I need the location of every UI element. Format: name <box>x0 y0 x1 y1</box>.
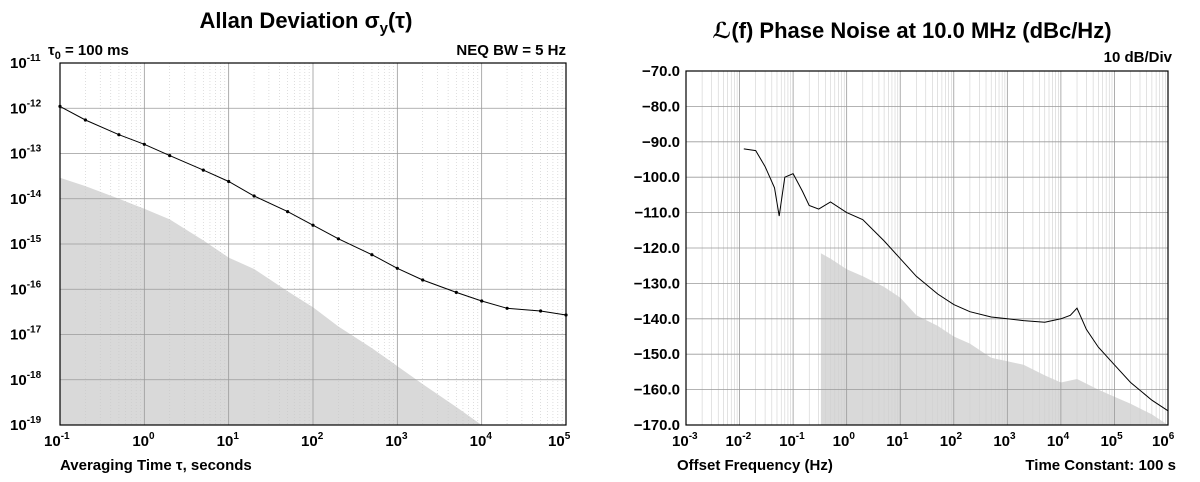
pn-y-tick-label: −120.0 <box>634 240 680 257</box>
adev-data-point <box>83 118 87 122</box>
adev-data-point <box>564 313 568 317</box>
adev-y-tick-label: 10-19 <box>10 415 42 434</box>
adev-xlabel: Averaging Time τ, seconds <box>60 457 252 474</box>
pn-y-tick-label: −100.0 <box>634 169 680 186</box>
pn-y-tick-label: −140.0 <box>634 311 680 328</box>
adev-data-point <box>58 104 62 108</box>
pn-xlabel: Offset Frequency (Hz) <box>677 457 833 474</box>
adev-y-tick-label: 10-11 <box>10 53 41 72</box>
adev-bw-annotation: NEQ BW = 5 Hz <box>456 42 566 59</box>
adev-data-point <box>505 306 509 310</box>
adev-y-tick-label: 10-17 <box>10 325 42 344</box>
pn-y-tick-label: −150.0 <box>634 346 680 363</box>
phase-noise-plot: −70.0 −80.0 −90.0 −100.0 −110.0 −120.0 −130.0 −… <box>634 63 1175 450</box>
adev-data-point <box>168 154 172 158</box>
pn-x-tick-label: 105 <box>1100 431 1123 450</box>
adev-data-point <box>142 142 146 146</box>
pn-x-tick-label: 100 <box>833 431 856 450</box>
pn-plot-frame <box>685 70 1169 426</box>
pn-y-tick-label: −70.0 <box>642 63 680 80</box>
pn-title: ℒ(f) Phase Noise at 10.0 MHz (dBc/Hz) <box>712 18 1111 43</box>
adev-title: Allan Deviation σy(τ) <box>200 8 413 37</box>
adev-x-tick-label: 104 <box>470 431 493 450</box>
pn-series-line <box>743 148 1169 412</box>
adev-data-point <box>395 266 399 270</box>
adev-data-point <box>252 194 256 198</box>
adev-plot: 10-11 10-12 10-13 10-14 10-15 10-16 10-17 10-18… <box>10 53 571 450</box>
pn-y-tick-label: −80.0 <box>642 98 680 115</box>
pn-y-tick-label: −90.0 <box>642 134 680 151</box>
adev-y-tick-label: 10-16 <box>10 279 42 298</box>
pn-y-tick-label: −160.0 <box>634 382 680 399</box>
pn-y-tick-label: −110.0 <box>635 205 680 222</box>
adev-tau0-annotation: τ0 = 100 ms <box>48 42 129 62</box>
adev-x-tick-label: 101 <box>217 431 240 450</box>
adev-noise-floor-area <box>60 177 482 425</box>
pn-x-tick-label: 103 <box>993 431 1016 450</box>
pn-y-tick-label: −170.0 <box>634 417 680 434</box>
pn-scale-annotation: 10 dB/Div <box>1104 49 1173 66</box>
adev-y-tick-label: 10-14 <box>10 189 42 208</box>
adev-plot-frame <box>59 62 567 426</box>
pn-x-tick-label: 10-2 <box>726 431 752 450</box>
adev-data-point <box>480 299 484 303</box>
adev-data-point <box>421 278 425 282</box>
adev-data-point <box>336 237 340 241</box>
adev-data-point <box>286 210 290 214</box>
adev-x-tick-label: 105 <box>548 431 571 450</box>
pn-time-constant: Time Constant: 100 s <box>1025 457 1176 474</box>
pn-x-tick-label: 104 <box>1047 431 1070 450</box>
adev-data-point <box>370 253 374 257</box>
adev-y-tick-label: 10-12 <box>10 98 42 117</box>
adev-y-tick-label: 10-15 <box>10 234 42 253</box>
adev-data-point <box>311 223 315 227</box>
pn-x-tick-label: 102 <box>940 431 963 450</box>
adev-y-tick-label: 10-13 <box>10 144 42 163</box>
adev-x-tick-label: 103 <box>385 431 408 450</box>
adev-data-point <box>201 168 205 172</box>
pn-noise-floor-area <box>820 253 1168 425</box>
adev-x-tick-label: 102 <box>301 431 324 450</box>
pn-x-tick-label: 10-3 <box>672 431 698 450</box>
adev-data-point <box>539 309 543 313</box>
adev-x-tick-label: 100 <box>132 431 155 450</box>
adev-data-point <box>117 133 121 137</box>
adev-data-point <box>454 290 458 294</box>
adev-data-point <box>227 179 231 184</box>
pn-x-tick-label: 10-1 <box>779 431 805 450</box>
pn-y-tick-label: −130.0 <box>634 275 680 292</box>
pn-x-tick-label: 101 <box>886 431 909 450</box>
adev-x-tick-label: 10-1 <box>44 431 70 450</box>
pn-x-tick-label: 106 <box>1152 431 1175 450</box>
adev-y-tick-label: 10-18 <box>10 370 42 389</box>
